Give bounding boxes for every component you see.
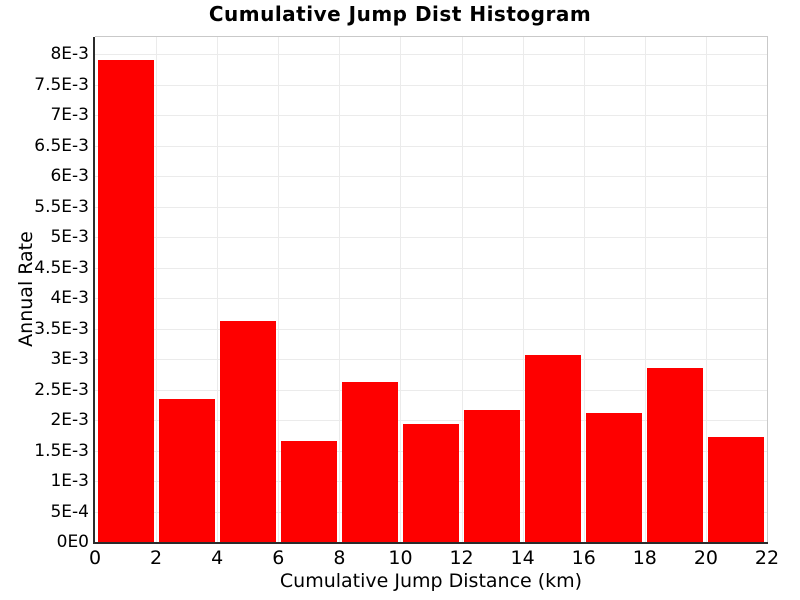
h-gridline xyxy=(95,237,767,238)
histogram-bar xyxy=(586,412,643,542)
x-tick-label: 8 xyxy=(333,547,346,569)
h-gridline xyxy=(95,176,767,177)
histogram-bar xyxy=(158,398,215,542)
y-tick-label: 4.5E-3 xyxy=(34,257,89,278)
plot-area xyxy=(95,37,767,542)
y-tick-label: 0E0 xyxy=(56,532,89,552)
histogram-bar xyxy=(402,424,460,542)
x-tick-label: 22 xyxy=(754,547,780,569)
h-gridline xyxy=(95,206,767,208)
histogram-bar xyxy=(97,60,154,542)
x-tick-label: 10 xyxy=(388,547,413,569)
y-tick-label: 6E-3 xyxy=(50,166,89,186)
y-axis-title: Annual Rate xyxy=(15,231,37,347)
y-tick-label: 6.5E-3 xyxy=(34,135,89,156)
y-tick-label: 3.5E-3 xyxy=(34,318,89,339)
v-gridline xyxy=(705,37,707,542)
y-tick-label: 1E-3 xyxy=(50,471,89,491)
x-tick-label: 2 xyxy=(150,547,163,569)
y-tick-label: 3E-3 xyxy=(50,349,89,369)
x-tick-label: 20 xyxy=(693,547,718,569)
v-gridline xyxy=(461,37,463,542)
x-axis-line xyxy=(93,542,768,544)
histogram-bar xyxy=(464,410,521,542)
x-tick-label: 6 xyxy=(272,547,285,569)
v-gridline xyxy=(156,37,158,542)
y-tick-label: 7E-3 xyxy=(50,105,89,125)
v-gridline xyxy=(522,37,524,542)
histogram-bar xyxy=(708,437,765,542)
y-tick-label: 5E-4 xyxy=(50,501,89,522)
chart-title: Cumulative Jump Dist Histogram xyxy=(208,2,592,26)
x-tick-label: 4 xyxy=(211,547,224,569)
h-gridline xyxy=(95,298,767,299)
h-gridline xyxy=(95,328,767,330)
y-tick-label: 4E-3 xyxy=(50,288,89,308)
histogram-bar xyxy=(341,382,398,542)
h-gridline xyxy=(95,420,767,421)
v-gridline xyxy=(278,37,280,542)
y-tick-label: 7.5E-3 xyxy=(34,74,89,95)
h-gridline xyxy=(95,267,767,269)
y-tick-label: 2.5E-3 xyxy=(34,379,89,400)
h-gridline xyxy=(95,359,767,360)
histogram-bar xyxy=(525,354,582,542)
v-gridline xyxy=(400,37,402,542)
v-gridline xyxy=(217,37,219,542)
y-axis-line xyxy=(93,37,95,544)
v-gridline xyxy=(339,37,341,542)
v-gridline xyxy=(583,37,585,542)
y-tick-label: 5E-3 xyxy=(50,227,89,247)
histogram-bar xyxy=(647,367,704,542)
h-gridline xyxy=(95,145,767,147)
x-axis-title: Cumulative Jump Distance (km) xyxy=(279,570,583,592)
histogram-bar xyxy=(219,321,276,542)
h-gridline xyxy=(95,389,767,391)
x-tick-label: 18 xyxy=(632,547,657,569)
y-tick-label: 1.5E-3 xyxy=(34,440,89,461)
x-tick-label: 0 xyxy=(88,547,102,569)
h-gridline xyxy=(95,115,767,116)
x-tick-label: 12 xyxy=(449,547,474,569)
x-tick-label: 14 xyxy=(510,547,535,569)
h-gridline xyxy=(95,84,767,86)
v-gridline xyxy=(644,37,646,542)
y-tick-label: 2E-3 xyxy=(50,410,89,430)
y-tick-label: 5.5E-3 xyxy=(34,196,89,217)
x-tick-label: 16 xyxy=(571,547,596,569)
histogram-bar xyxy=(280,441,337,542)
y-tick-label: 8E-3 xyxy=(50,44,89,64)
plot-border-right xyxy=(767,36,768,543)
h-gridline xyxy=(95,54,767,55)
plot-border-top xyxy=(95,36,768,37)
